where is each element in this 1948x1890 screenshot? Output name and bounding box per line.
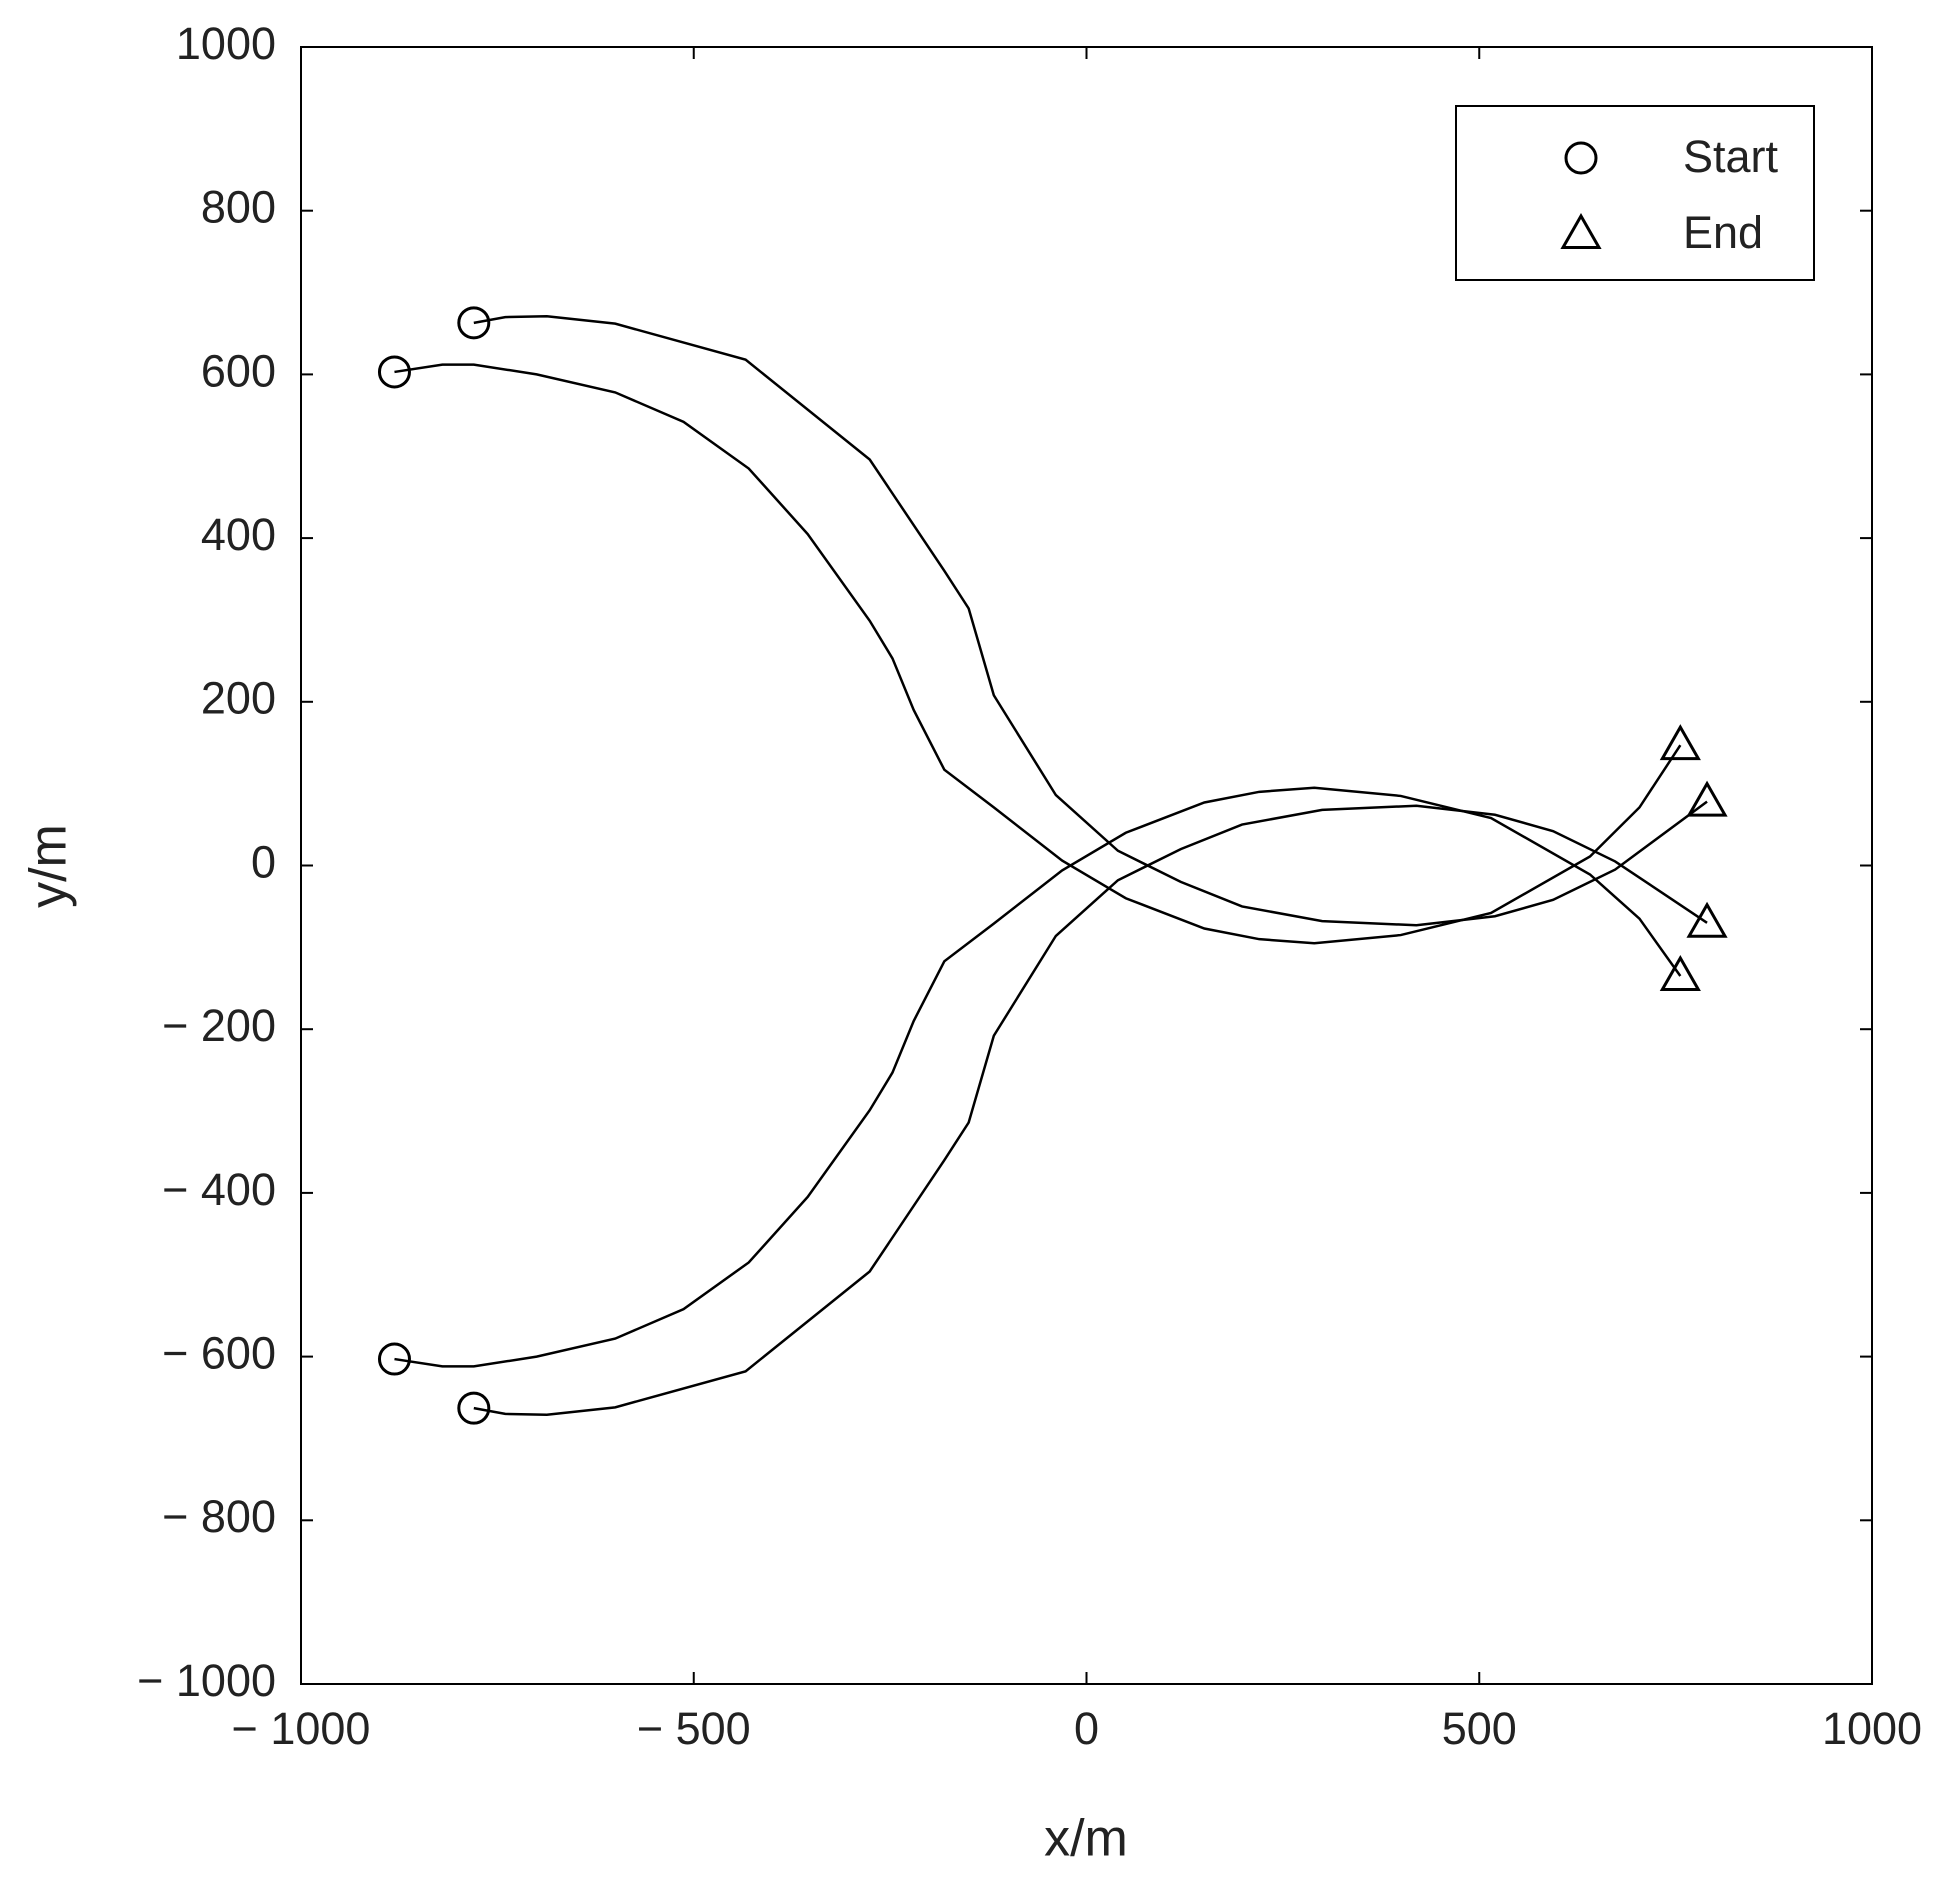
start-marker [377, 1342, 411, 1376]
legend-label: Start [1683, 131, 1779, 182]
start-marker [377, 355, 411, 389]
x-tick-label: 0 [1074, 1703, 1099, 1754]
y-tick-label: 200 [201, 673, 276, 724]
y-tick-label: 800 [201, 182, 276, 233]
x-tick-label: − 1000 [232, 1703, 371, 1754]
legend-marker [1560, 212, 1602, 249]
y-tick-label: 600 [201, 345, 276, 396]
x-tick-label: − 500 [637, 1703, 751, 1754]
start-marker [457, 306, 491, 340]
y-tick-label: − 400 [162, 1164, 276, 1215]
plot-frame [300, 46, 1873, 1685]
end-marker [1686, 901, 1728, 938]
end-marker [1659, 954, 1701, 991]
trajectory [473, 315, 1708, 927]
trajectory [394, 363, 1682, 945]
trajectory [473, 804, 1708, 1416]
y-tick-label: − 200 [162, 1000, 276, 1051]
y-tick-label: 0 [251, 836, 276, 887]
x-tick-label: 1000 [1822, 1703, 1922, 1754]
legend-label: End [1683, 207, 1763, 258]
end-marker [1686, 780, 1728, 817]
y-tick-label: − 1000 [137, 1655, 276, 1706]
y-tick-label: 400 [201, 509, 276, 560]
legend-marker [1564, 141, 1598, 175]
y-axis-label: y/m [20, 824, 78, 908]
x-axis-label: x/m [1044, 1810, 1128, 1868]
y-tick-label: 1000 [176, 18, 276, 69]
legend-box [1455, 105, 1815, 281]
y-tick-label: − 800 [162, 1491, 276, 1542]
end-marker [1659, 724, 1701, 761]
y-tick-label: − 600 [162, 1327, 276, 1378]
trajectory [394, 786, 1682, 1368]
start-marker [457, 1391, 491, 1425]
x-tick-label: 500 [1442, 1703, 1517, 1754]
